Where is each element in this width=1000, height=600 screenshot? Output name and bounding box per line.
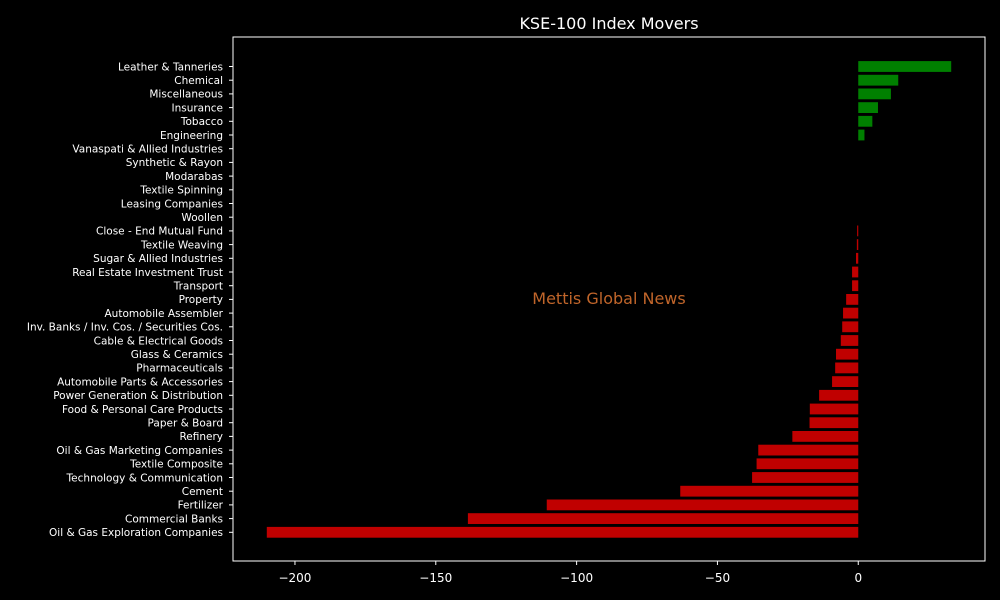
bar	[546, 499, 859, 511]
category-label: Leather & Tanneries	[118, 61, 223, 73]
category-label: Cable & Electrical Goods	[94, 335, 223, 347]
bar	[792, 431, 859, 442]
category-label: Power Generation & Distribution	[53, 390, 223, 402]
category-label: Oil & Gas Marketing Companies	[56, 445, 223, 457]
x-axis-ticks: −200 −150 −100 −50 0	[278, 561, 862, 585]
x-tick-label: −100	[560, 571, 593, 585]
bars	[266, 61, 952, 538]
category-label: Sugar & Allied Industries	[93, 253, 223, 265]
category-label: Food & Personal Care Products	[62, 404, 223, 416]
bar	[266, 526, 859, 538]
bar	[856, 239, 859, 250]
bar	[467, 513, 859, 524]
category-label: Cement	[182, 486, 223, 498]
category-label: Oil & Gas Exploration Companies	[49, 527, 223, 539]
category-label: Paper & Board	[148, 418, 223, 430]
category-label: Technology & Communication	[66, 472, 223, 484]
category-label: Synthetic & Rayon	[126, 157, 223, 169]
x-tick-label: −50	[705, 571, 730, 585]
bar	[758, 444, 859, 456]
bar	[756, 458, 859, 470]
category-label: Textile Composite	[129, 459, 223, 471]
category-label: Miscellaneous	[149, 89, 223, 101]
category-label: Inv. Banks / Inv. Cos. / Securities Cos.	[27, 322, 223, 334]
category-label: Insurance	[171, 102, 223, 114]
bar	[835, 362, 859, 374]
category-label: Modarabas	[165, 171, 223, 183]
category-label: Woollen	[181, 212, 223, 224]
category-label: Refinery	[179, 431, 223, 443]
category-label: Glass & Ceramics	[131, 349, 223, 361]
category-label: Textile Spinning	[139, 185, 223, 197]
bar	[840, 335, 859, 346]
bar	[809, 403, 859, 415]
bar	[836, 348, 859, 360]
category-label: Automobile Parts & Accessories	[57, 376, 223, 388]
x-tick-label: −200	[278, 571, 311, 585]
bar	[843, 307, 859, 319]
bar	[846, 294, 859, 305]
category-label: Leasing Companies	[121, 198, 223, 210]
category-label: Engineering	[160, 130, 223, 142]
bar	[858, 102, 878, 113]
category-label: Tobacco	[180, 116, 223, 128]
bar	[809, 417, 859, 429]
category-label: Close - End Mutual Fund	[96, 226, 223, 238]
category-labels: Leather & Tanneries Chemical Miscellaneous…	[27, 61, 233, 539]
category-label: Pharmaceuticals	[136, 363, 223, 375]
bar	[857, 225, 859, 237]
bar	[752, 472, 859, 483]
plot-frame	[232, 36, 986, 562]
category-label: Commercial Banks	[125, 513, 223, 525]
bar	[819, 389, 859, 401]
category-label: Real Estate Investment Trust	[72, 267, 223, 279]
bar	[858, 74, 899, 86]
category-label: Textile Weaving	[140, 239, 223, 251]
bar	[852, 280, 859, 292]
bar	[832, 376, 859, 387]
bar	[858, 61, 952, 72]
category-label: Vanaspati & Allied Industries	[72, 144, 223, 156]
bar	[858, 129, 865, 141]
category-label: Fertilizer	[178, 500, 224, 512]
bar	[858, 88, 891, 100]
bar	[856, 252, 859, 264]
category-label: Automobile Assembler	[105, 308, 224, 320]
x-tick-label: 0	[854, 571, 862, 585]
category-label: Chemical	[174, 75, 223, 87]
x-tick-label: −150	[419, 571, 452, 585]
category-label: Transport	[173, 281, 223, 293]
category-label: Property	[179, 294, 223, 306]
bar	[852, 266, 859, 278]
bar	[680, 485, 859, 497]
bar	[858, 115, 873, 127]
watermark-text: Mettis Global News	[532, 289, 685, 308]
bar	[842, 321, 859, 333]
chart-title: KSE-100 Index Movers	[519, 14, 698, 33]
